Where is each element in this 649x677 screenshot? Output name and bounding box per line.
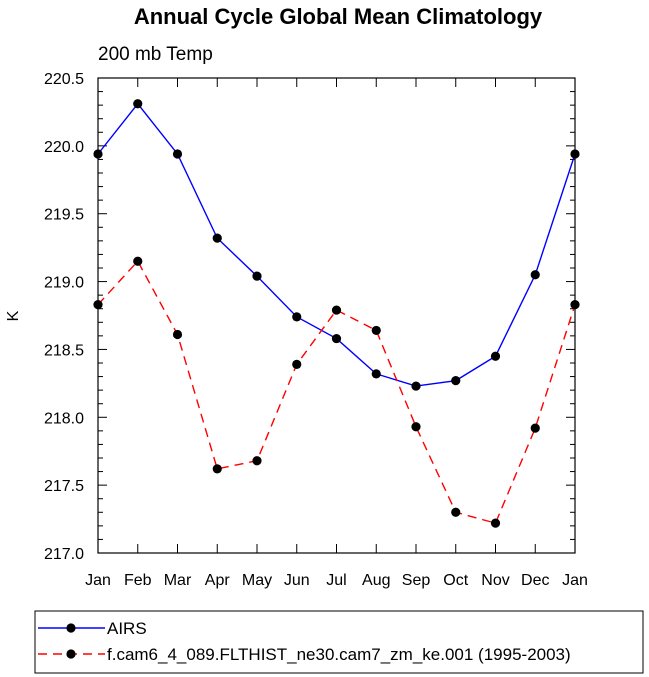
legend: AIRS f.cam6_4_089.FLTHIST_ne30.cam7_zm_ke… [34,610,644,674]
chart-title: Annual Cycle Global Mean Climatology [134,4,543,29]
series-1-point [411,381,421,391]
series-1-point [93,149,103,159]
x-tick-label: Jun [284,572,310,589]
series-line-2 [97,260,576,524]
x-tick-label: Feb [124,572,152,589]
y-tick-label: 218.0 [44,410,84,427]
legend-marker-2 [66,649,76,659]
series-2-point [411,422,421,432]
x-tick-label: Sep [402,572,431,589]
series-1-point [490,351,501,361]
series-2-point [212,464,222,474]
series-1-point [292,312,302,322]
x-tick-label: Jan [562,572,588,589]
x-tick-label: Jul [326,572,346,589]
legend-label-1: AIRS [107,619,147,638]
series-1-point [570,149,580,159]
y-tick-label: 219.0 [44,275,84,292]
series-2-point [371,325,381,336]
legend-label-2: f.cam6_4_089.FLTHIST_ne30.cam7_zm_ke.001… [107,645,571,664]
x-tick-label: May [242,572,272,589]
series-2-point [292,359,302,369]
series-2-point [252,456,262,466]
series-1-point [371,369,381,379]
axis-ticks: Jan Feb Mar Apr May Jun Jul Aug Sep Oct Nov Dec Jan2… [44,71,588,589]
series-1-point [530,270,540,280]
y-tick-label: 218.5 [44,342,84,359]
chart-subtitle: 200 mb Temp [98,44,213,65]
x-tick-label: Oct [443,572,468,589]
legend-box [34,610,644,674]
x-tick-label: Jan [85,572,111,589]
x-tick-label: Aug [362,572,390,589]
series-2-point [172,329,183,340]
series-1-point [252,271,262,281]
series-2-point [451,507,461,517]
series-2-point [490,518,501,528]
series-2-point [93,300,103,310]
y-axis-label: K [5,310,22,321]
x-tick-label: Nov [481,572,509,589]
y-tick-label: 217.0 [44,546,84,563]
y-tick-label: 217.5 [44,478,84,495]
plot-frame [97,77,576,554]
series-layer [93,99,580,528]
x-tick-label: Mar [164,572,192,589]
x-tick-label: Apr [205,572,231,589]
series-2-point [570,300,580,310]
series-1-point [172,149,183,159]
legend-marker-1 [66,623,76,633]
series-1-point [331,333,342,344]
y-tick-label: 219.5 [44,207,84,224]
series-2-point [530,423,540,433]
legend-items: AIRS f.cam6_4_089.FLTHIST_ne30.cam7_zm_ke… [38,619,571,664]
y-tick-label: 220.0 [44,139,84,156]
series-2-point [331,305,342,315]
series-1-point [133,99,143,109]
series-1-point [451,376,461,386]
series-2-point [133,256,143,266]
x-tick-label: Dec [521,572,549,589]
y-tick-label: 220.5 [44,71,84,88]
series-line-1 [97,102,576,387]
series-1-point [212,233,222,243]
